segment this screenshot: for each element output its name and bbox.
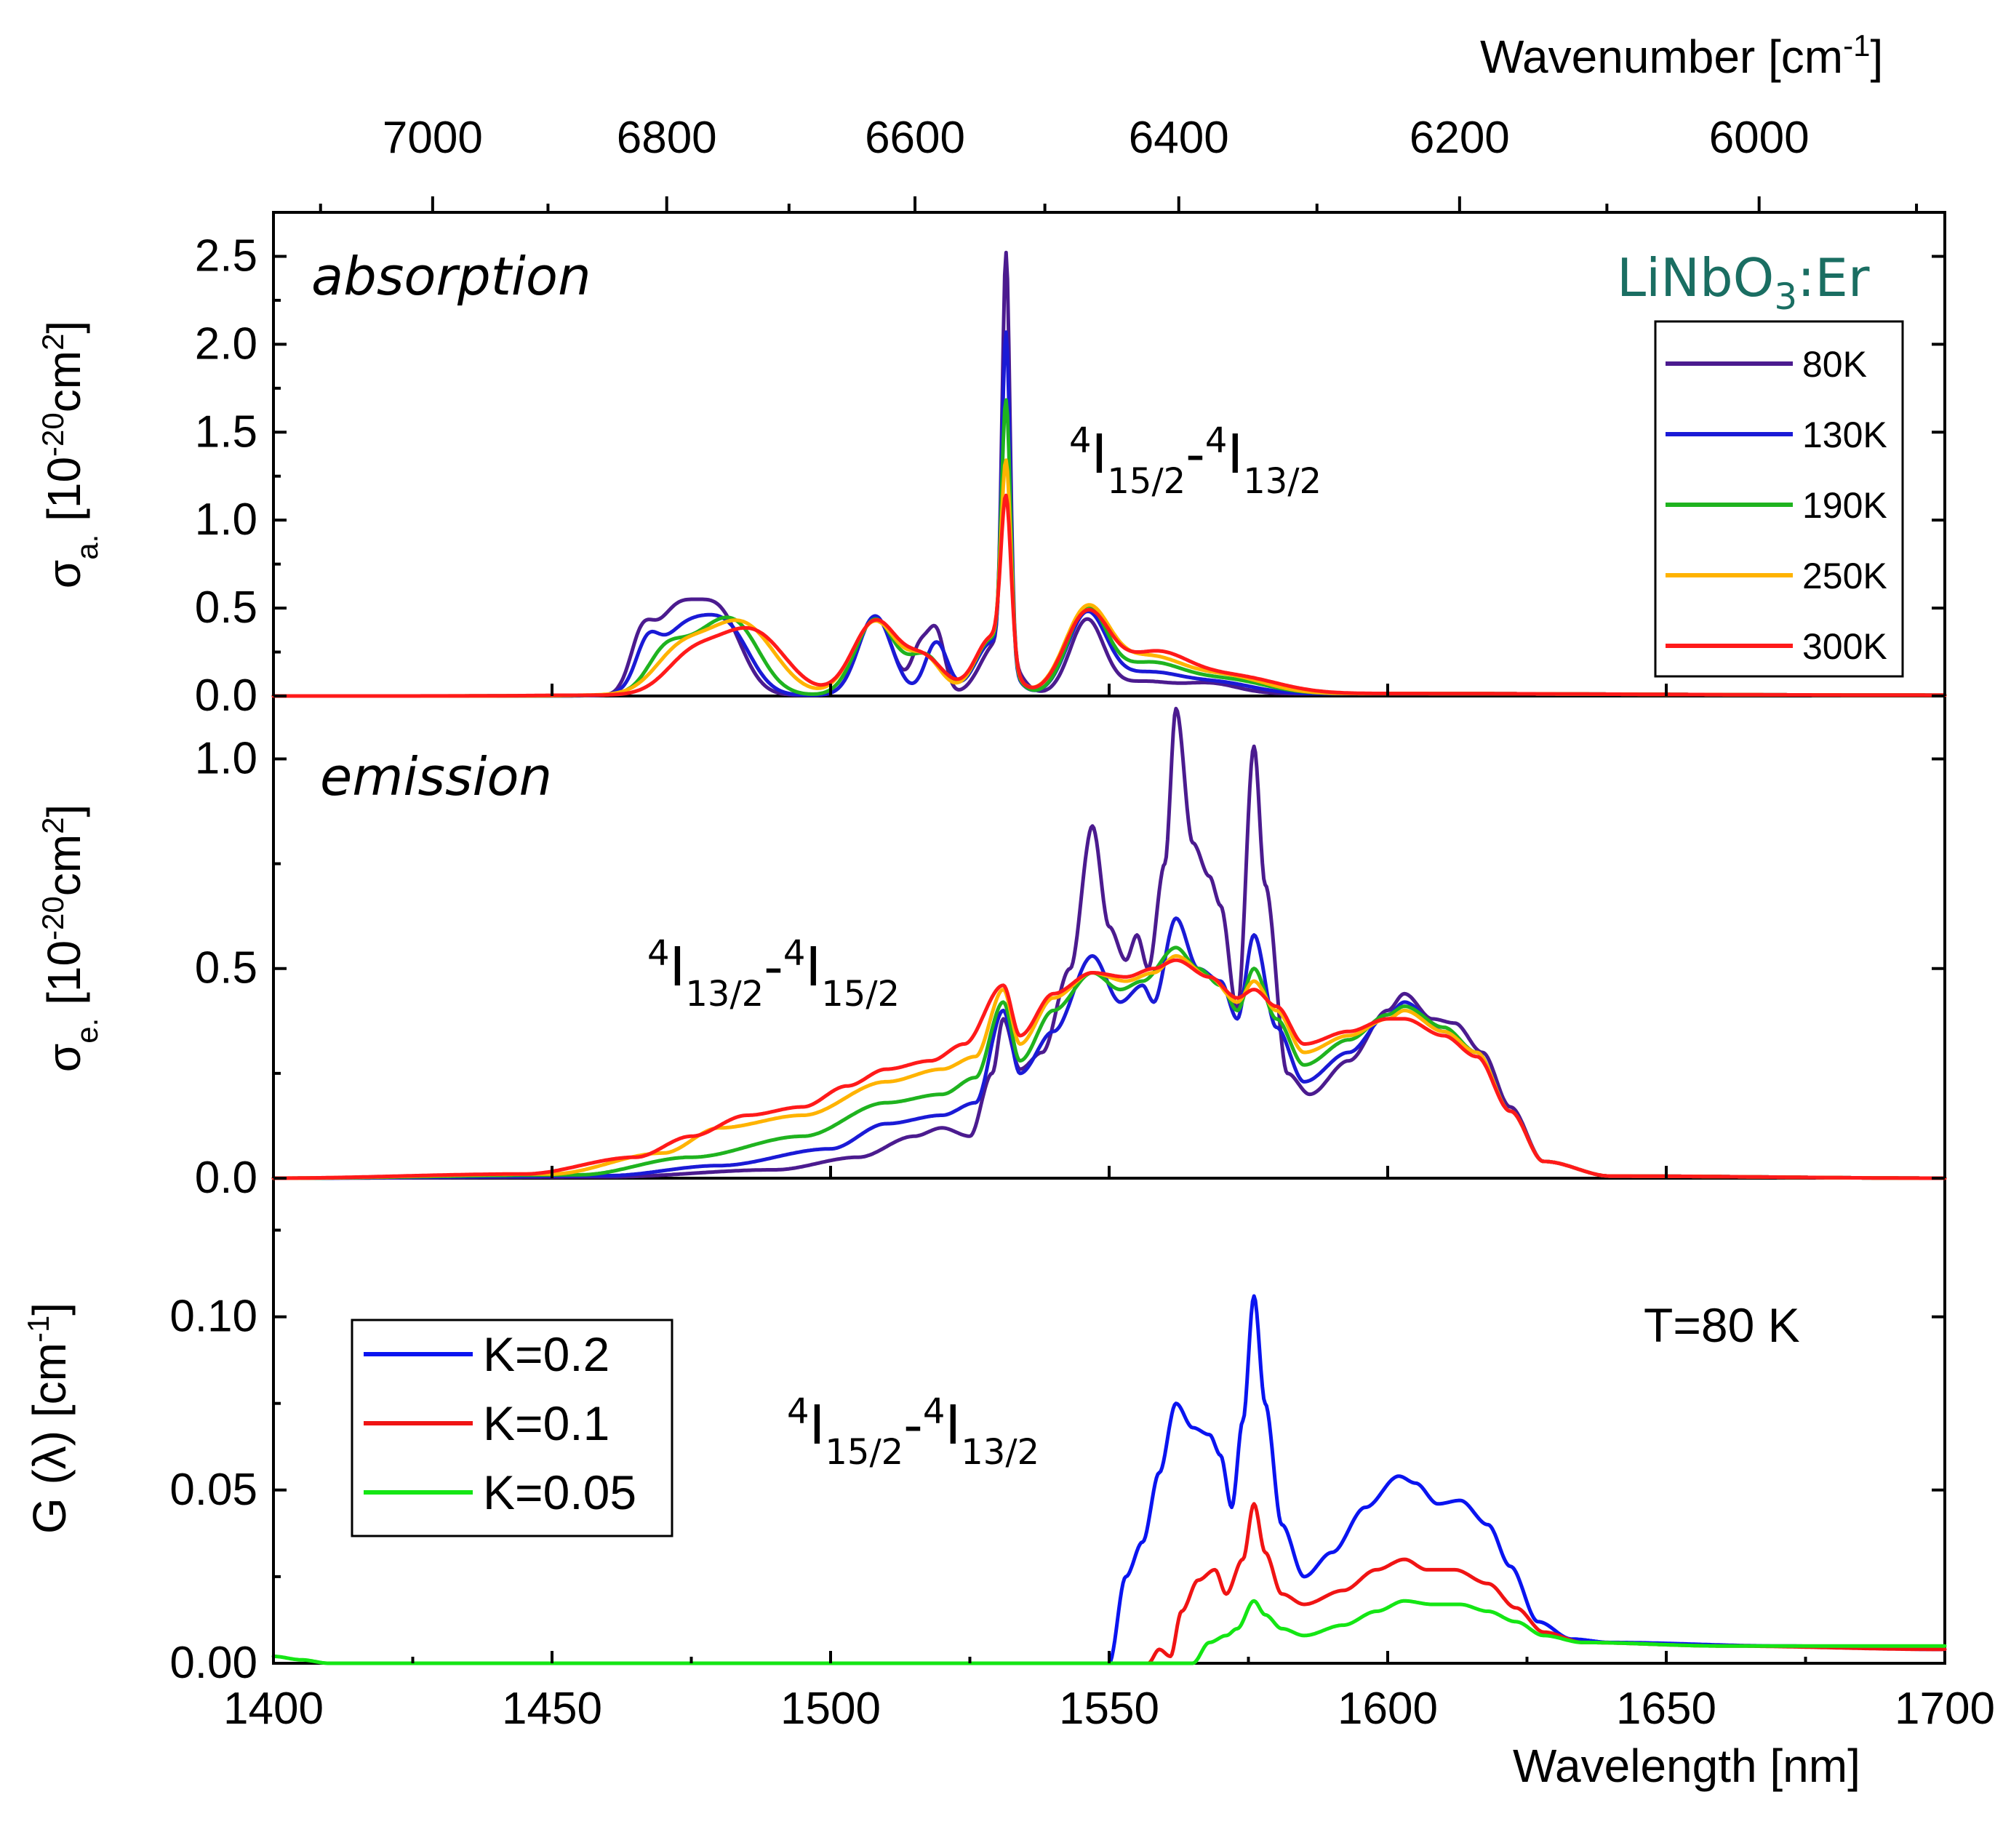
legend-label: 130K [1802,415,1887,455]
temperature-legend-box [1654,320,1904,678]
emission-y-axis-title: σe. [10-20cm2] [36,804,104,1072]
x-axis-title: Wavelength [nm] [1513,1740,1860,1792]
top-axis-ticks: 7000 6800 6600 6400 6200 6000 [319,113,1919,212]
top-tick-label: 7000 [383,113,483,163]
y-tick-label: 2.5 [195,231,257,281]
y-tick-label: 1.0 [195,495,257,545]
top-tick-label: 6600 [865,113,965,163]
legend-label: 300K [1802,626,1887,667]
absorption-label: absorption [311,246,591,307]
series-130K [271,916,1947,1180]
x-tick-label: 1450 [502,1684,602,1734]
y-tick-label: 0.0 [195,1153,257,1203]
temperature-label: T=80 K [1644,1298,1800,1352]
y-tick-label: 1.0 [195,733,257,783]
gain-transition-label: 4I15/2-4I13/2 [787,1391,1039,1473]
legend-label: K=0.05 [483,1465,636,1519]
legend-label: K=0.2 [483,1327,609,1381]
series-190K [271,945,1947,1180]
x-tick-label: 1550 [1059,1684,1159,1734]
absorption-y-ticks: 0.0 0.5 1.0 1.5 2.0 2.5 [195,231,1945,721]
y-tick-label: 0.5 [195,943,257,993]
series-K=0.2 [1107,1294,1947,1665]
y-tick-label: 0.05 [169,1465,257,1515]
x-tick-label: 1650 [1616,1684,1716,1734]
top-tick-label: 6200 [1410,113,1510,163]
top-tick-label: 6000 [1709,113,1810,163]
temperature-legend: 80K 130K 190K 250K 300K [1666,344,1887,667]
legend-label: K=0.1 [483,1396,609,1450]
emission-panel: 0.0 0.5 1.0 emission 4I13/2-4I15/2 σe. [10… [36,706,1947,1203]
y-tick-label: 0.00 [169,1638,257,1688]
legend-label: 190K [1802,485,1887,526]
x-tick-label: 1700 [1895,1684,1995,1734]
top-tick-label: 6800 [617,113,717,163]
y-tick-label: 0.5 [195,583,257,633]
legend-label: 80K [1802,344,1867,385]
emission-label: emission [320,746,552,807]
series-300K [271,958,1947,1180]
top-tick-label: 6400 [1129,113,1229,163]
x-tick-label: 1500 [780,1684,881,1734]
y-tick-label: 2.0 [195,319,257,369]
absorption-y-axis-title: σa. [10-20cm2] [36,321,104,588]
gain-y-axis-title: G (λ) [cm-1] [21,1303,76,1534]
y-tick-label: 0.10 [169,1292,257,1342]
absorption-panel: 0.00.51.01.52.02.5 absorption LiNbO3:Er … [36,231,1947,721]
y-tick-label: 1.5 [195,407,257,457]
k-legend: K=0.2 K=0.1 K=0.05 [364,1327,636,1519]
top-axis-title: Wavenumber [cm-1] [1480,28,1883,84]
gain-y-ticks: 0.00 0.05 0.10 [169,1228,1945,1688]
x-axis-ticks: 1400 1450 1500 1550 1600 1650 1700 [223,684,1995,1734]
x-tick-label: 1400 [223,1684,324,1734]
emission-y-ticks: 0.0 0.5 1.0 [195,733,1945,1203]
sample-label: LiNbO3:Er [1617,247,1870,318]
y-tick-label: 0.0 [195,671,257,721]
gain-panel: 0.00 0.05 0.10 T=80 K 4I15/2-4I13/2 G (λ) … [21,1228,1947,1688]
emission-transition-label: 4I13/2-4I15/2 [647,933,900,1015]
legend-label: 250K [1802,556,1887,596]
x-tick-label: 1600 [1338,1684,1438,1734]
absorption-transition-label: 4I15/2-4I13/2 [1069,420,1322,502]
series-K=0.1 [1146,1502,1947,1665]
